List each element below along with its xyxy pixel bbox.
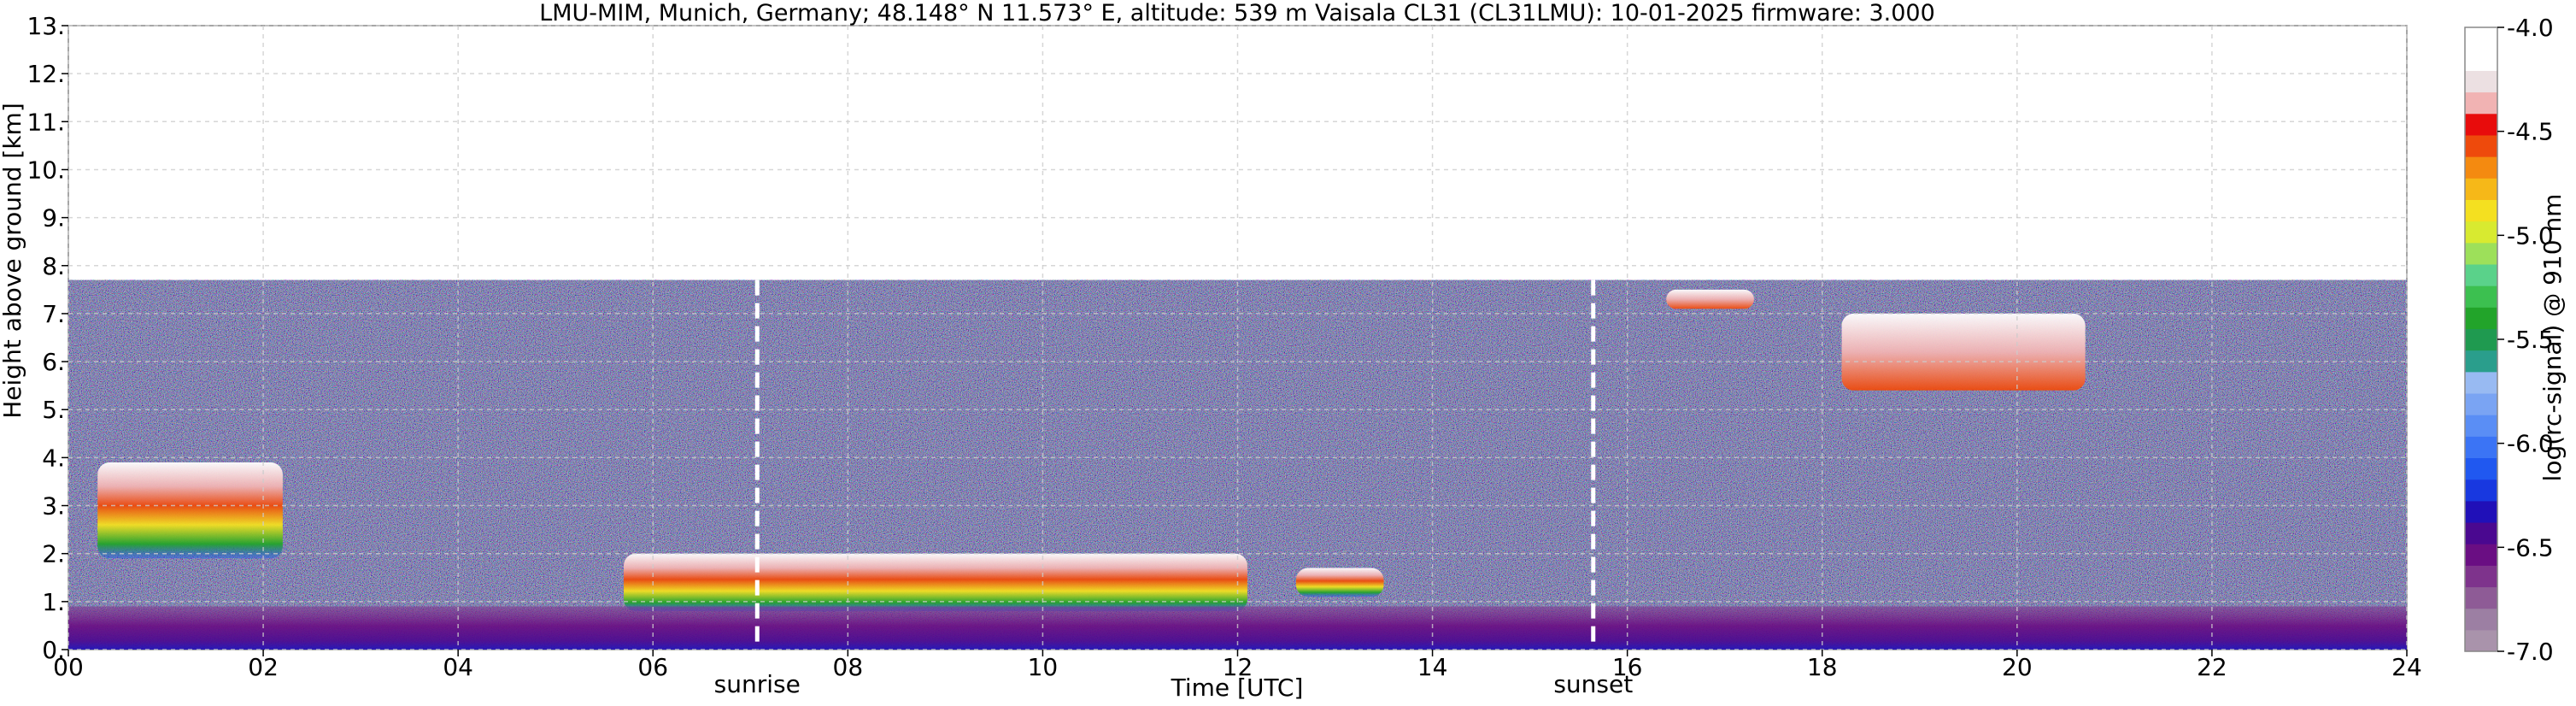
colorbar-segment-25 [2465, 91, 2497, 115]
colorbar-segment-28 [2465, 27, 2497, 50]
colorbar-segment-21 [2465, 178, 2497, 200]
y-tick-label-10: 10. [26, 156, 65, 184]
x-tick-label-9: 18 [1807, 653, 1838, 681]
colorbar-segment-6 [2465, 500, 2497, 523]
x-tick-label-12: 24 [2391, 653, 2422, 681]
y-tick-label-3: 3. [42, 492, 65, 521]
colorbar-tick-label-6: -7.0 [2507, 638, 2554, 666]
colorbar-segment-24 [2465, 113, 2497, 136]
colorbar-segment-14 [2465, 328, 2497, 351]
colorbar-segment-20 [2465, 199, 2497, 222]
colorbar-segment-4 [2465, 544, 2497, 566]
x-tick-label-4: 08 [833, 653, 864, 681]
colorbar-segment-18 [2465, 242, 2497, 265]
x-axis-label: Time [UTC] [1171, 674, 1304, 702]
y-tick-label-1: 1. [42, 588, 65, 616]
y-tick-label-6: 6. [42, 348, 65, 376]
y-tick-label-4: 4. [42, 444, 65, 472]
axes: 00 02 04 06 08 10 12 14 16 18 20 22 24 0. 1. 2. 3. 4. 5. 6.… [26, 12, 2421, 681]
colorbar-tick-label-1: -4.5 [2507, 118, 2554, 146]
colorbar-segment-9 [2465, 436, 2497, 459]
colorbar-segment-8 [2465, 457, 2497, 480]
colorbar-segment-7 [2465, 479, 2497, 502]
y-tick-label-13: 13. [26, 12, 65, 40]
y-tick-label-11: 11. [26, 108, 65, 136]
colorbar-tick-label-3: -5.5 [2507, 326, 2554, 354]
colorbar: -4.0 -4.5 -5.0 -5.5 -6.0 -6.5 -7.0 [2464, 14, 2554, 666]
x-tick-label-6: 12 [1223, 653, 1253, 681]
colorbar-segment-12 [2465, 371, 2497, 394]
y-tick-label-8: 8. [42, 252, 65, 280]
colorbar-segment-27 [2465, 49, 2497, 71]
y-tick-label-2: 2. [42, 540, 65, 568]
colorbar-tick-label-4: -6.0 [2507, 430, 2554, 458]
x-tick-label-8: 16 [1612, 653, 1643, 681]
colorbar-segment-26 [2465, 70, 2497, 93]
colorbar-segment-23 [2465, 134, 2497, 157]
colorbar-segment-19 [2465, 221, 2497, 244]
feature-0 [97, 462, 283, 559]
feature-2 [1295, 568, 1384, 597]
event-label-sunrise: sunrise [714, 670, 801, 698]
x-tick-label-10: 20 [2002, 653, 2033, 681]
x-tick-label-0: 00 [53, 653, 84, 681]
colorbar-segment-3 [2465, 565, 2497, 588]
sun-events: sunrise sunset [714, 279, 1633, 698]
colorbar-segment-15 [2465, 307, 2497, 330]
colorbar-segment-0 [2465, 629, 2497, 652]
y-axis-label: Height above ground [km] [0, 103, 26, 419]
colorbar-tick-label-5: -6.5 [2507, 533, 2554, 562]
event-label-sunset: sunset [1553, 670, 1633, 698]
colorbar-segment-2 [2465, 586, 2497, 609]
colorbar-segment-1 [2465, 608, 2497, 631]
y-tick-label-0: 0. [42, 636, 65, 664]
feature-1 [624, 553, 1247, 612]
colorbar-segment-10 [2465, 415, 2497, 437]
colorbar-segment-16 [2465, 285, 2497, 308]
y-tick-label-9: 9. [42, 204, 65, 232]
x-tick-label-3: 06 [637, 653, 668, 681]
x-tick-label-2: 04 [443, 653, 473, 681]
colorbar-segment-13 [2465, 350, 2497, 373]
x-tick-label-11: 22 [2197, 653, 2227, 681]
colorbar-segment-5 [2465, 521, 2497, 544]
chart-title: LMU-MIM, Munich, Germany; 48.148° N 11.5… [539, 0, 1935, 26]
feature-4 [1841, 313, 2086, 391]
colorbar-segment-22 [2465, 156, 2497, 179]
colorbar-label: log(rc-signal) @ 910 nm [2538, 194, 2567, 482]
y-tick-label-7: 7. [42, 300, 65, 328]
colorbar-tick-label-0: -4.0 [2507, 14, 2554, 42]
colorbar-segment-11 [2465, 392, 2497, 415]
feature-3 [1666, 289, 1754, 309]
y-tick-label-5: 5. [42, 396, 65, 424]
colorbar-tick-label-2: -5.0 [2507, 221, 2554, 250]
x-tick-label-5: 10 [1028, 653, 1059, 681]
y-tick-label-12: 12. [26, 60, 65, 88]
colorbar-segment-17 [2465, 263, 2497, 286]
x-tick-label-7: 14 [1417, 653, 1448, 681]
x-tick-label-1: 02 [248, 653, 279, 681]
